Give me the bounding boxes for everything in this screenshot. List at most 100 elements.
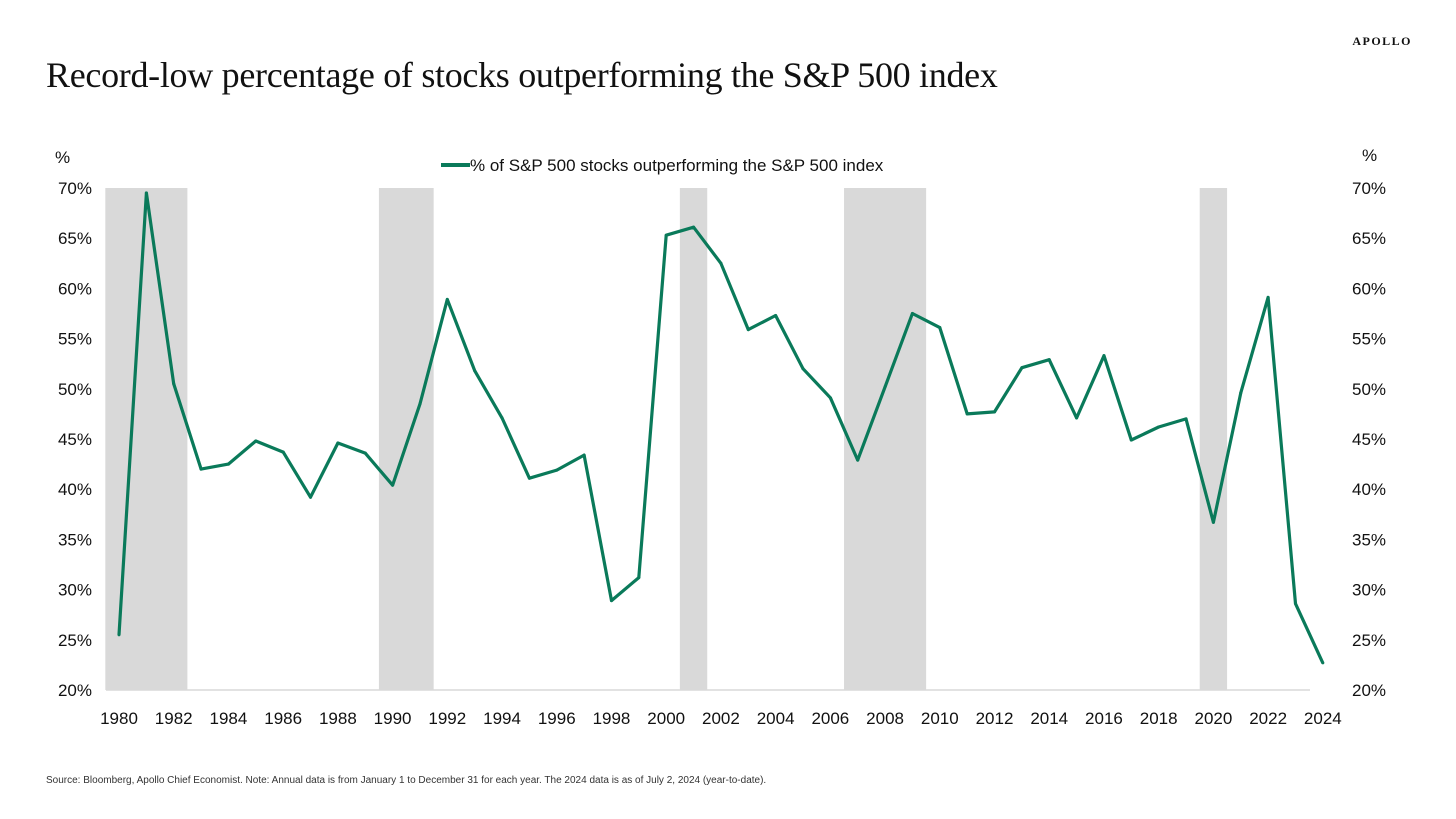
data-point-2016 [1102, 354, 1106, 358]
data-point-1991 [418, 402, 422, 406]
data-point-2002 [719, 261, 723, 265]
y-axis-label-right: % [1362, 146, 1377, 165]
x-tick: 2022 [1249, 709, 1287, 728]
x-tick: 2008 [866, 709, 904, 728]
chart-title: Record-low percentage of stocks outperfo… [46, 55, 998, 95]
legend: % of S&P 500 stocks outperforming the S&… [441, 156, 884, 175]
data-point-1998 [609, 599, 613, 603]
data-point-2008 [883, 385, 887, 389]
y-tick-right: 60% [1352, 279, 1386, 298]
data-point-2012 [993, 410, 997, 414]
data-point-2000 [664, 233, 668, 237]
data-point-1995 [527, 476, 531, 480]
x-tick: 1994 [483, 709, 521, 728]
x-tick: 2004 [757, 709, 795, 728]
data-point-2006 [828, 396, 832, 400]
x-tick: 2024 [1304, 709, 1342, 728]
y-tick-left: 50% [58, 380, 92, 399]
y-tick-left: 25% [58, 631, 92, 650]
data-point-2014 [1047, 358, 1051, 362]
data-point-1983 [199, 467, 203, 471]
y-tick-left: 70% [58, 179, 92, 198]
data-point-1996 [555, 468, 559, 472]
data-point-1981 [144, 191, 148, 195]
data-point-2024 [1321, 661, 1325, 665]
data-point-1992 [445, 297, 449, 301]
x-tick: 2002 [702, 709, 740, 728]
legend-label: % of S&P 500 stocks outperforming the S&… [470, 156, 884, 175]
y-tick-left: 20% [58, 681, 92, 700]
x-tick: 2018 [1140, 709, 1178, 728]
data-point-2009 [910, 312, 914, 315]
y-tick-left: 40% [58, 480, 92, 499]
data-point-2023 [1293, 602, 1297, 606]
data-point-2010 [938, 326, 942, 330]
recession-shade [844, 188, 927, 690]
data-point-1993 [473, 369, 477, 373]
data-point-1990 [391, 483, 395, 487]
data-point-2019 [1184, 417, 1188, 421]
x-tick: 2000 [647, 709, 685, 728]
x-tick: 2006 [811, 709, 849, 728]
x-tick: 2020 [1194, 709, 1232, 728]
recession-shade [105, 188, 188, 690]
x-tick: 1998 [593, 709, 631, 728]
data-point-2020 [1211, 520, 1215, 524]
y-axis-label-left: % [55, 148, 70, 167]
data-point-2017 [1129, 438, 1133, 442]
y-tick-right: 20% [1352, 681, 1386, 700]
x-tick: 1980 [100, 709, 138, 728]
x-tick: 2012 [976, 709, 1014, 728]
data-point-2022 [1266, 295, 1270, 299]
data-point-1982 [172, 382, 176, 386]
source-note: Source: Bloomberg, Apollo Chief Economis… [46, 775, 767, 786]
y-tick-right: 35% [1352, 530, 1386, 549]
y-tick-left: 35% [58, 530, 92, 549]
y-tick-right: 50% [1352, 380, 1386, 399]
recession-shade [679, 188, 708, 690]
x-tick: 1988 [319, 709, 357, 728]
data-point-2005 [801, 367, 805, 371]
data-point-2015 [1075, 416, 1079, 420]
data-point-1985 [254, 439, 258, 443]
y-tick-left: 65% [58, 229, 92, 248]
y-tick-right: 40% [1352, 480, 1386, 499]
recession-shade [1199, 188, 1228, 690]
y-tick-left: 60% [58, 279, 92, 298]
data-point-2004 [774, 314, 778, 318]
data-point-2007 [856, 458, 860, 462]
data-point-1980 [117, 633, 121, 637]
recession-shade [378, 188, 434, 690]
y-tick-right: 30% [1352, 581, 1386, 600]
data-point-1988 [336, 441, 340, 445]
x-tick: 1982 [155, 709, 193, 728]
data-point-2011 [965, 412, 969, 416]
x-tick: 2010 [921, 709, 959, 728]
y-tick-left: 55% [58, 330, 92, 349]
apollo-logo: APOLLO [1352, 34, 1412, 48]
x-tick: 2016 [1085, 709, 1123, 728]
x-tick: 1990 [374, 709, 412, 728]
y-tick-left: 30% [58, 581, 92, 600]
data-point-1997 [582, 453, 586, 457]
x-tick: 2014 [1030, 709, 1068, 728]
y-tick-right: 25% [1352, 631, 1386, 650]
data-point-1986 [281, 450, 285, 454]
data-point-2018 [1157, 425, 1161, 429]
y-tick-right: 70% [1352, 179, 1386, 198]
data-point-1999 [637, 576, 641, 580]
y-tick-right: 55% [1352, 330, 1386, 349]
data-point-2021 [1239, 391, 1243, 395]
y-tick-right: 65% [1352, 229, 1386, 248]
data-point-2013 [1020, 366, 1024, 370]
data-point-1994 [500, 416, 504, 420]
data-point-1989 [363, 451, 367, 455]
x-tick: 1992 [428, 709, 466, 728]
x-tick: 1996 [538, 709, 576, 728]
data-point-2003 [746, 328, 750, 332]
x-tick: 1986 [264, 709, 302, 728]
data-point-2001 [692, 225, 696, 229]
y-tick-right: 45% [1352, 430, 1386, 449]
data-point-1984 [226, 462, 230, 466]
